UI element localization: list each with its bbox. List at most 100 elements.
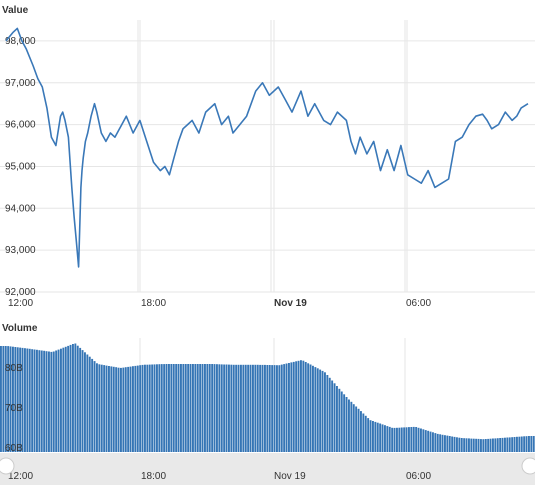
volume-bar: [350, 401, 353, 452]
volume-bar: [189, 364, 192, 452]
volume-bar: [338, 388, 341, 452]
volume-bar: [429, 431, 432, 452]
volume-bar: [163, 364, 166, 452]
value-y-tick: 98,000: [5, 36, 36, 47]
volume-bar: [523, 436, 526, 452]
volume-bar: [120, 367, 122, 452]
volume-bar: [518, 436, 521, 452]
volume-bar: [256, 364, 259, 452]
volume-bar: [436, 433, 439, 452]
volume-bar: [300, 360, 302, 452]
volume-bar: [110, 366, 113, 452]
volume-bar: [74, 343, 77, 452]
volume-bar: [105, 365, 108, 452]
volume-bar: [122, 367, 125, 452]
volume-bar: [156, 364, 158, 452]
volume-bar: [127, 366, 130, 452]
value-y-tick: 94,000: [5, 203, 36, 214]
volume-bar: [115, 367, 118, 452]
volume-bar: [38, 350, 41, 452]
volume-bar: [297, 360, 300, 452]
volume-bar: [124, 367, 127, 452]
volume-bar: [177, 364, 180, 452]
volume-bar: [453, 436, 456, 452]
volume-bar: [21, 347, 24, 452]
volume-bar: [33, 349, 36, 452]
volume-bar: [19, 347, 22, 452]
volume-bar: [266, 365, 269, 452]
volume-bar: [88, 356, 91, 452]
value-x-axis: 12:00 18:00 Nov 19 06:00: [8, 298, 431, 309]
volume-bar: [405, 427, 408, 452]
navigator-handle-left[interactable]: [0, 457, 15, 475]
volume-bar: [475, 438, 478, 452]
volume-bar: [93, 361, 96, 452]
volume-bar: [268, 365, 271, 452]
volume-bar: [276, 365, 278, 452]
volume-bar: [129, 366, 132, 452]
volume-bar: [302, 360, 305, 452]
volume-bar: [36, 349, 38, 452]
volume-panel-title: Volume: [2, 323, 38, 334]
volume-bar: [261, 364, 264, 452]
volume-bar: [355, 406, 358, 452]
volume-bar: [254, 364, 257, 452]
navigator-handle-right[interactable]: [521, 457, 535, 475]
volume-bar: [506, 437, 509, 452]
volume-bar: [108, 366, 110, 452]
volume-bar: [314, 367, 317, 452]
volume-bar: [216, 364, 218, 452]
volume-bar: [72, 344, 74, 452]
value-grid: [0, 20, 535, 293]
volume-bar: [484, 439, 487, 452]
volume-bar: [499, 438, 502, 452]
volume-bar: [225, 364, 228, 452]
volume-bar: [333, 383, 336, 452]
volume-bar: [388, 426, 391, 452]
volume-bar: [62, 347, 65, 452]
volume-y-axis: 60B 70B 80B: [5, 363, 23, 454]
volume-bar: [79, 347, 82, 452]
volume-bar: [357, 408, 360, 452]
volume-bar: [237, 364, 240, 452]
volume-bar: [400, 427, 403, 452]
value-y-tick: 92,000: [5, 287, 36, 298]
volume-bar: [288, 363, 290, 452]
volume-bar: [398, 427, 401, 452]
volume-bar: [187, 364, 190, 452]
volume-bar: [304, 362, 307, 452]
volume-bar: [439, 434, 442, 452]
volume-bar: [482, 439, 485, 452]
volume-bar: [172, 364, 175, 452]
volume-bar: [379, 423, 382, 452]
volume-bar: [201, 364, 204, 452]
volume-bar: [96, 363, 98, 452]
volume-bar: [158, 364, 161, 452]
volume-x-axis: 12:00 18:00 Nov 19 06:00: [8, 471, 431, 482]
volume-bar: [477, 438, 480, 452]
volume-bar: [410, 427, 413, 452]
volume-bar: [362, 413, 365, 452]
volume-bar: [520, 436, 523, 452]
volume-bar: [417, 427, 420, 452]
volume-bar: [345, 397, 348, 452]
volume-bar: [151, 364, 154, 452]
volume-bar: [199, 364, 202, 452]
volume-bar: [348, 399, 350, 452]
volume-bar: [307, 363, 310, 452]
volume-x-tick: 12:00: [8, 471, 33, 482]
volume-bar: [26, 348, 29, 452]
volume-bar: [24, 348, 26, 452]
volume-y-tick: 80B: [5, 363, 23, 374]
volume-bar: [247, 364, 250, 452]
volume-bar: [4, 346, 7, 452]
volume-bar: [153, 364, 156, 452]
volume-bar: [352, 404, 355, 452]
volume-bar: [343, 394, 346, 452]
volume-bar: [326, 375, 329, 452]
volume-bar: [208, 364, 211, 452]
volume-bar: [386, 426, 389, 452]
volume-bar: [204, 364, 206, 452]
volume-bar: [218, 364, 221, 452]
volume-bar: [391, 427, 394, 452]
